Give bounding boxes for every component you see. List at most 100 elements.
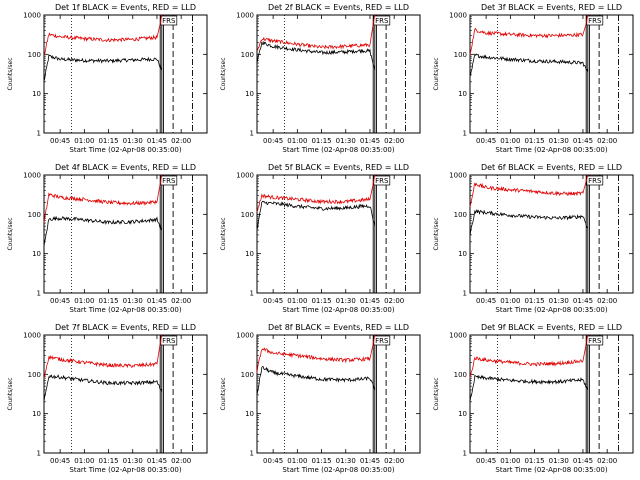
x-axis-label: Start Time (02-Apr-08 00:35:00) [69, 306, 181, 314]
panel-title: Det 5f BLACK = Events, RED = LLD [268, 163, 409, 172]
x-tick-label: 02:00 [384, 137, 404, 145]
plot-frame [43, 334, 208, 454]
x-tick-label: 00:45 [263, 457, 283, 465]
x-axis-label: Start Time (02-Apr-08 00:35:00) [282, 306, 394, 314]
x-tick-label: 01:30 [549, 457, 569, 465]
panel-chart: Det 5f BLACK = Events, RED = LLD Counts/s… [220, 163, 421, 314]
events-trace [43, 374, 163, 402]
x-tick-label: 01:45 [360, 297, 380, 305]
panel-title: Det 4f BLACK = Events, RED = LLD [55, 163, 196, 172]
x-tick-label: 01:30 [336, 297, 356, 305]
y-tick-label: 10 [32, 90, 41, 98]
detector-panel: Det 3f BLACK = Events, RED = LLD Counts/s… [426, 0, 639, 160]
events-trace [256, 40, 376, 71]
x-axis-label: Start Time (02-Apr-08 00:35:00) [495, 466, 607, 474]
x-tick-label: 01:00 [500, 137, 520, 145]
panel-title: Det 2f BLACK = Events, RED = LLD [268, 3, 409, 12]
detector-panel: Det 6f BLACK = Events, RED = LLD Counts/s… [426, 160, 639, 320]
x-tick-label: 02:00 [171, 457, 191, 465]
y-tick-label: 1 [463, 130, 467, 138]
x-tick-label: 00:45 [50, 457, 70, 465]
x-tick-label: 00:45 [263, 137, 283, 145]
panel-chart: Det 2f BLACK = Events, RED = LLD Counts/s… [220, 3, 421, 154]
x-tick-label: 01:30 [336, 457, 356, 465]
x-tick-label: 01:30 [123, 137, 143, 145]
panel-chart: Det 9f BLACK = Events, RED = LLD Counts/s… [433, 323, 634, 474]
x-tick-label: 01:00 [74, 457, 94, 465]
panel-chart: Det 4f BLACK = Events, RED = LLD Counts/s… [7, 163, 208, 314]
x-tick-label: 01:45 [573, 457, 593, 465]
panel-title: Det 8f BLACK = Events, RED = LLD [268, 323, 409, 332]
y-tick-label: 1000 [23, 172, 41, 180]
detector-panel: Det 7f BLACK = Events, RED = LLD Counts/s… [0, 320, 213, 480]
detector-panel: Det 8f BLACK = Events, RED = LLD Counts/s… [213, 320, 426, 480]
x-tick-label: 01:30 [549, 297, 569, 305]
y-tick-label: 1000 [449, 12, 467, 20]
frs-marker-label: FRS [588, 17, 602, 25]
x-axis-label: Start Time (02-Apr-08 00:35:00) [69, 466, 181, 474]
y-tick-label: 1000 [236, 12, 254, 20]
y-tick-label: 10 [458, 410, 467, 418]
x-tick-label: 00:45 [476, 297, 496, 305]
y-tick-label: 1 [463, 450, 467, 458]
y-tick-label: 100 [454, 211, 467, 219]
x-axis-label: Start Time (02-Apr-08 00:35:00) [282, 146, 394, 154]
frs-marker-label: FRS [588, 337, 602, 345]
events-trace [469, 53, 589, 77]
x-tick-label: 01:00 [74, 137, 94, 145]
y-tick-label: 100 [28, 371, 41, 379]
lld-trace [469, 14, 589, 56]
panel-chart: Det 7f BLACK = Events, RED = LLD Counts/s… [7, 323, 208, 474]
x-tick-label: 01:00 [500, 297, 520, 305]
frs-marker-box [586, 175, 604, 186]
y-axis-label: Counts/sec [7, 217, 14, 250]
y-tick-label: 100 [454, 371, 467, 379]
x-tick-label: 01:00 [287, 137, 307, 145]
detector-panel: Det 5f BLACK = Events, RED = LLD Counts/s… [213, 160, 426, 320]
lld-trace [256, 14, 376, 51]
x-tick-label: 01:00 [74, 297, 94, 305]
y-tick-label: 100 [454, 51, 467, 59]
x-tick-label: 02:00 [597, 137, 617, 145]
x-tick-label: 01:30 [123, 457, 143, 465]
x-tick-label: 02:00 [597, 297, 617, 305]
y-tick-label: 1 [250, 290, 254, 298]
detector-panel: Det 4f BLACK = Events, RED = LLD Counts/s… [0, 160, 213, 320]
lld-trace [256, 174, 376, 212]
x-tick-label: 01:15 [524, 137, 544, 145]
x-tick-label: 01:45 [573, 297, 593, 305]
x-axis-label: Start Time (02-Apr-08 00:35:00) [282, 466, 394, 474]
x-tick-label: 01:45 [360, 457, 380, 465]
x-tick-label: 00:45 [50, 297, 70, 305]
x-tick-label: 00:45 [263, 297, 283, 305]
x-tick-label: 01:45 [147, 297, 167, 305]
frs-marker-label: FRS [162, 177, 176, 185]
y-axis-label: Counts/sec [433, 217, 440, 250]
frs-marker-label: FRS [588, 177, 602, 185]
panel-chart: Det 8f BLACK = Events, RED = LLD Counts/s… [220, 323, 421, 474]
plot-frame [256, 174, 421, 294]
y-axis-label: Counts/sec [220, 57, 227, 90]
events-trace [256, 200, 376, 230]
y-tick-label: 100 [241, 371, 254, 379]
y-tick-label: 10 [245, 90, 254, 98]
x-axis-label: Start Time (02-Apr-08 00:35:00) [495, 306, 607, 314]
frs-marker-label: FRS [162, 337, 176, 345]
x-tick-label: 01:30 [123, 297, 143, 305]
x-tick-label: 02:00 [171, 297, 191, 305]
panel-chart: Det 3f BLACK = Events, RED = LLD Counts/s… [433, 3, 634, 154]
x-tick-label: 01:15 [98, 137, 118, 145]
y-tick-label: 1 [37, 290, 41, 298]
x-tick-label: 01:15 [311, 457, 331, 465]
events-trace [469, 208, 588, 237]
frs-marker-label: FRS [162, 17, 176, 25]
y-tick-label: 10 [32, 250, 41, 258]
lld-trace [256, 334, 376, 373]
y-tick-label: 1 [37, 130, 41, 138]
y-tick-label: 1 [250, 130, 254, 138]
y-axis-label: Counts/sec [7, 57, 14, 90]
y-tick-label: 100 [241, 211, 254, 219]
y-tick-label: 10 [32, 410, 41, 418]
x-tick-label: 01:15 [311, 137, 331, 145]
